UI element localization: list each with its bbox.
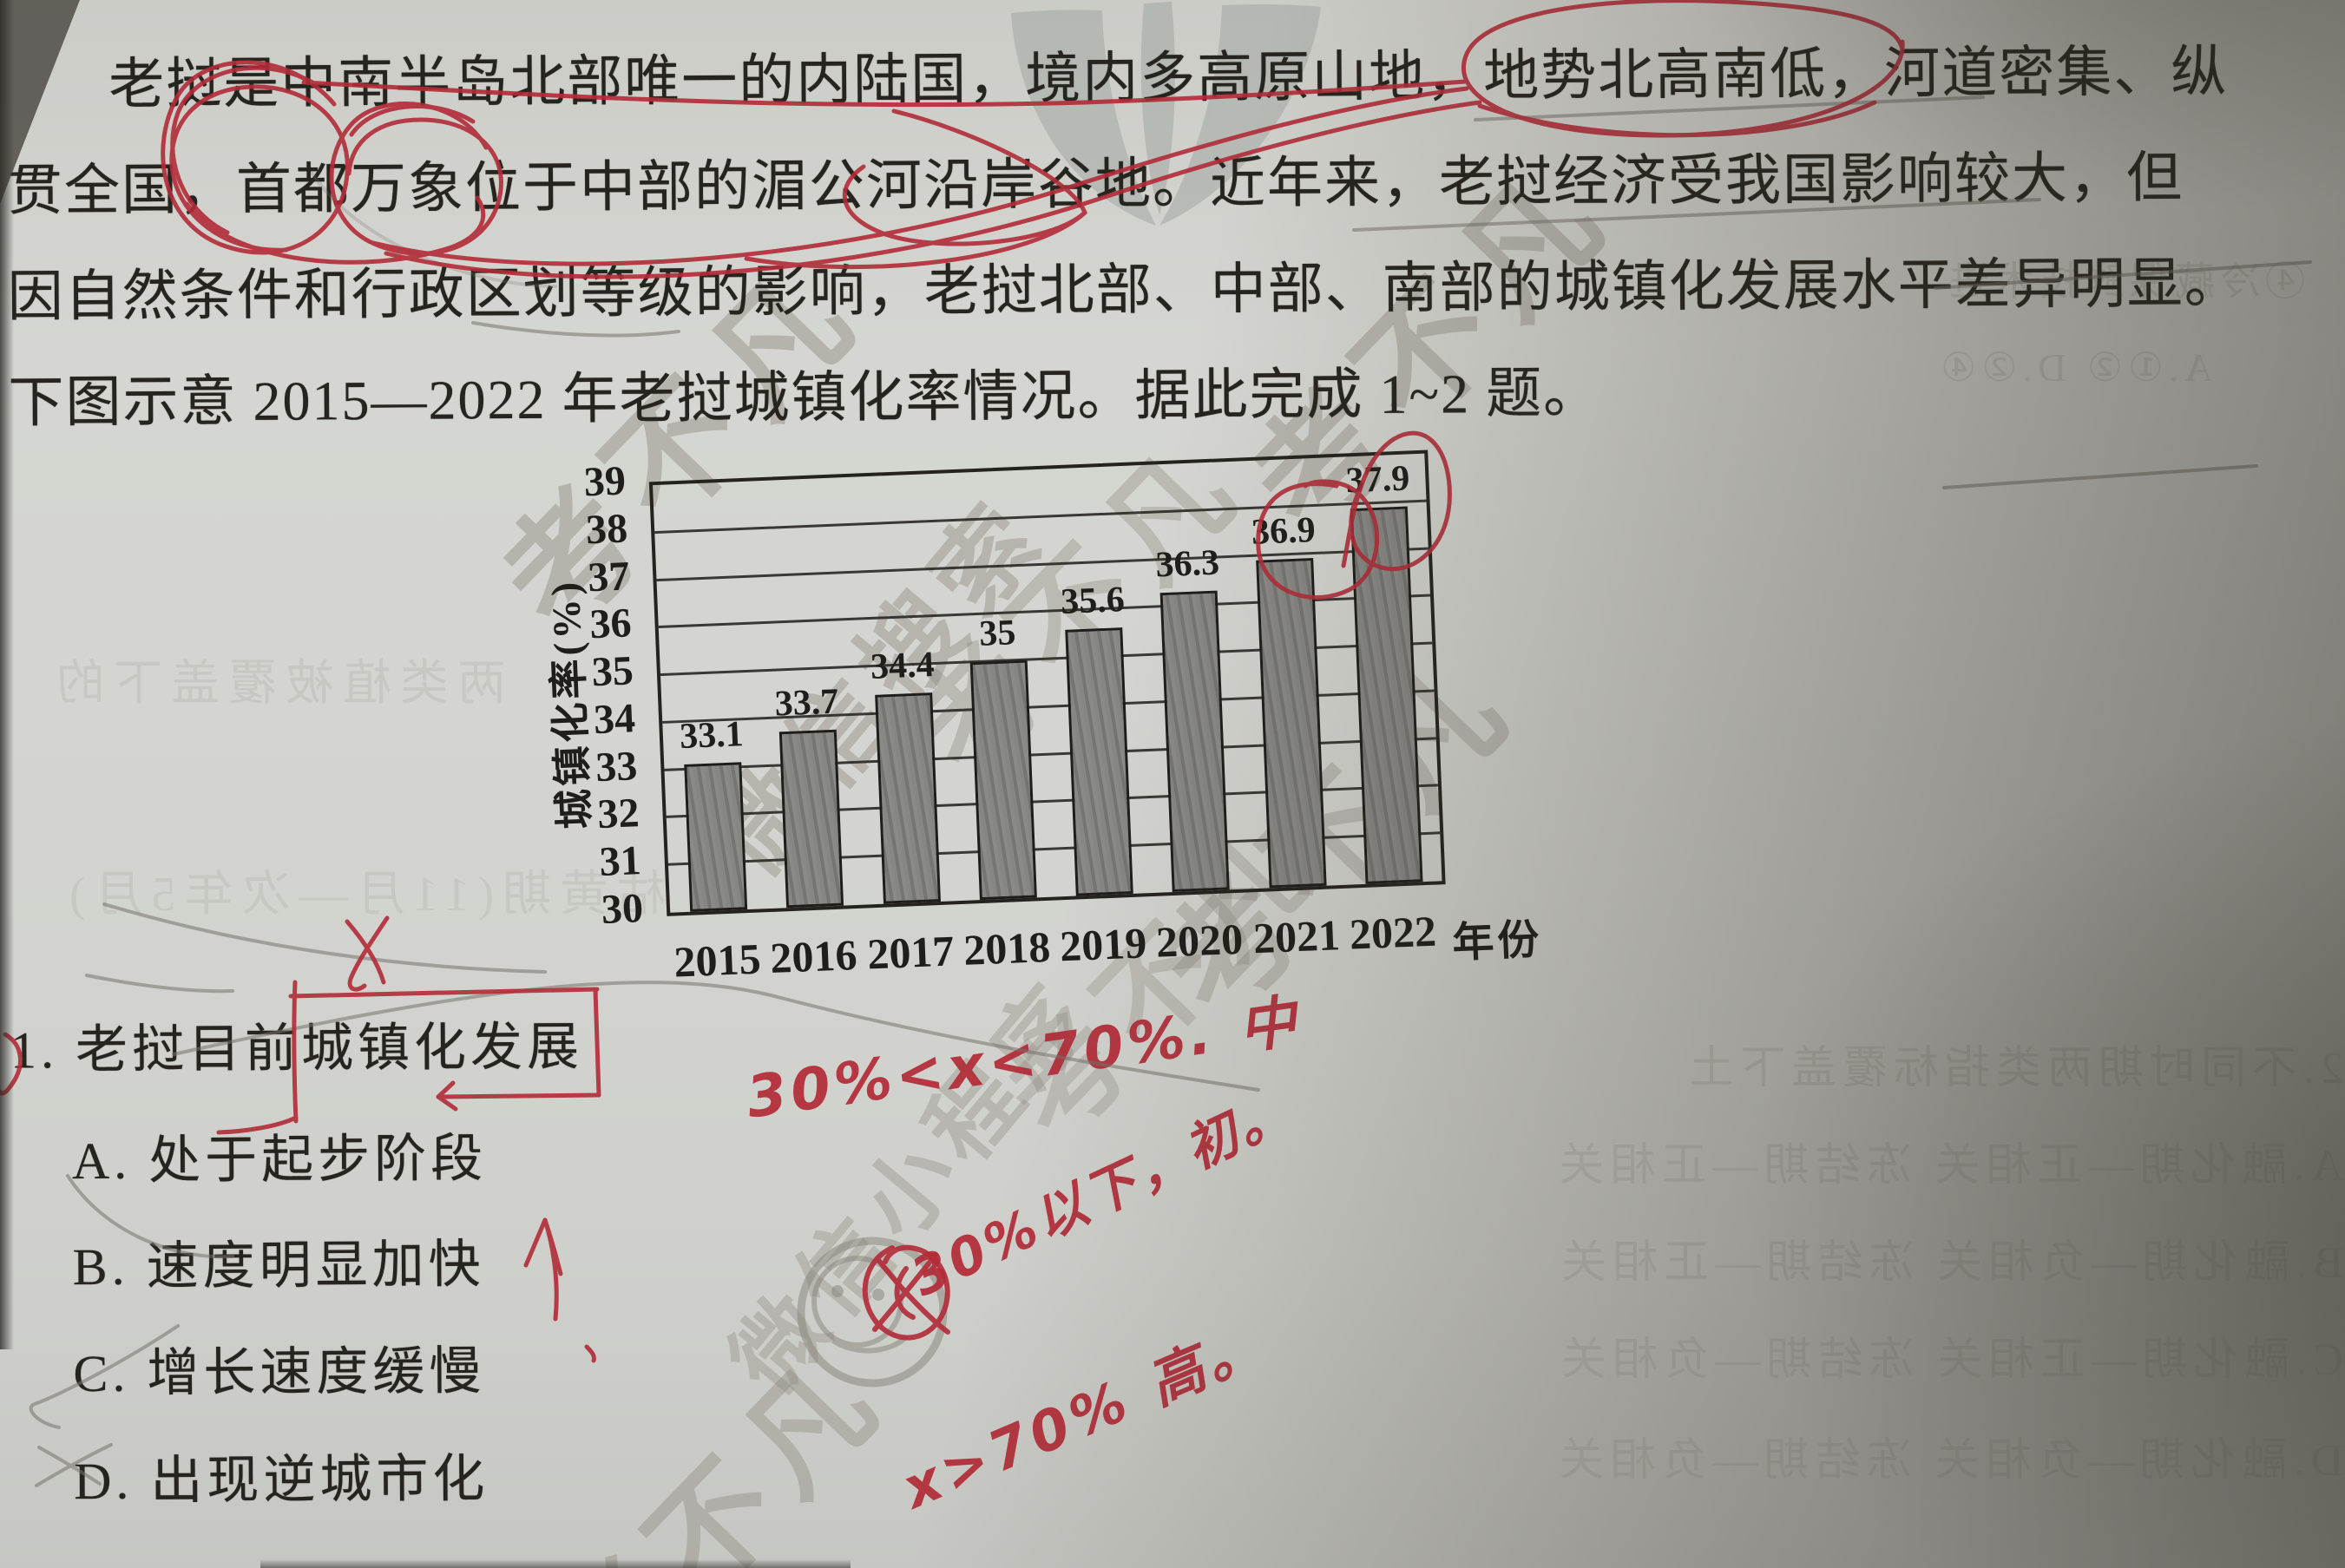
photo-edge [0,0,14,1349]
pencil-check-option-a [66,1174,234,1259]
red-scribble-blob [862,1244,950,1341]
red-pen-marks [0,0,1905,1363]
red-loop-gudi [842,108,1087,246]
red-up-arrow-option-b [523,1217,596,1363]
pencil-marks [29,95,2312,1487]
pencil-check-option-c [29,1324,180,1429]
red-bracket-question [216,980,601,1135]
red-circle-37-9 [1341,430,1452,572]
photo-edge [260,1559,851,1568]
